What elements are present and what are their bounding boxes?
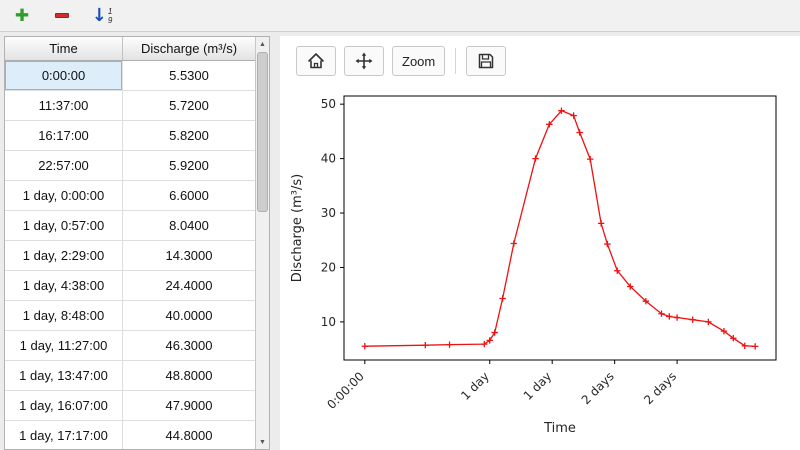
svg-text:10: 10 (321, 315, 336, 329)
discharge-cell[interactable]: 47.9000 (165, 398, 213, 413)
discharge-cell[interactable]: 44.8000 (165, 428, 213, 443)
time-cell[interactable]: 1 day, 13:47:00 (5, 361, 123, 390)
svg-text:Time: Time (543, 421, 576, 436)
svg-text:40: 40 (321, 152, 336, 166)
discharge-cell[interactable]: 8.0400 (169, 218, 209, 233)
zoom-button-label: Zoom (402, 53, 436, 69)
pan-icon (355, 52, 373, 70)
scrollbar-thumb[interactable] (257, 52, 268, 212)
time-cell[interactable]: 1 day, 2:29:00 (5, 241, 123, 270)
discharge-cell[interactable]: 48.8000 (165, 368, 213, 383)
table-row[interactable]: 1 day, 0:57:00 8.0400 (5, 211, 255, 241)
add-icon: ✚ (14, 5, 30, 26)
table-row[interactable]: 16:17:00 5.8200 (5, 121, 255, 151)
svg-text:1 day: 1 day (458, 369, 492, 403)
discharge-cell[interactable]: 24.4000 (165, 278, 213, 293)
svg-text:50: 50 (321, 97, 336, 111)
sort-ascending-button[interactable]: ↓ 1 9 (90, 4, 114, 28)
home-icon (308, 53, 324, 69)
table-row[interactable]: 1 day, 11:27:00 46.3000 (5, 331, 255, 361)
discharge-cell[interactable]: 5.8200 (169, 128, 209, 143)
table-row[interactable]: 1 day, 16:07:00 47.9000 (5, 391, 255, 421)
time-cell[interactable]: 1 day, 16:07:00 (5, 391, 123, 420)
discharge-cell[interactable]: 14.3000 (165, 248, 213, 263)
svg-text:1 day: 1 day (521, 369, 555, 403)
sort-digit-nine: 9 (107, 15, 113, 25)
svg-text:2 days: 2 days (641, 369, 679, 407)
svg-text:Discharge (m³/s): Discharge (m³/s) (290, 174, 305, 282)
remove-row-button[interactable] (50, 4, 74, 28)
add-row-button[interactable]: ✚ (10, 4, 34, 28)
svg-text:2 days: 2 days (579, 369, 617, 407)
toolbar-separator (455, 48, 457, 74)
time-cell[interactable]: 22:57:00 (5, 151, 123, 180)
zoom-button[interactable]: Zoom (392, 46, 446, 76)
table-row[interactable]: 22:57:00 5.9200 (5, 151, 255, 181)
pan-button[interactable] (344, 46, 384, 76)
svg-text:20: 20 (321, 260, 336, 274)
table-row[interactable]: 1 day, 4:38:00 24.4000 (5, 271, 255, 301)
discharge-chart[interactable]: 0:00:00 1 day 1 day 2 days 2 days 10 20 30 40 50 D… (286, 80, 794, 448)
svg-text:30: 30 (321, 206, 336, 220)
chart-toolbar: Zoom (280, 36, 800, 78)
discharge-cell[interactable]: 46.3000 (165, 338, 213, 353)
scroll-down-icon[interactable]: ▼ (259, 438, 266, 446)
save-figure-button[interactable] (466, 46, 507, 76)
column-header-time[interactable]: Time (5, 37, 123, 60)
table-row[interactable]: 11:37:00 5.7200 (5, 91, 255, 121)
time-cell[interactable]: 1 day, 8:48:00 (5, 301, 123, 330)
home-button[interactable] (296, 46, 336, 76)
save-icon (478, 53, 494, 69)
discharge-cell[interactable]: 6.6000 (169, 188, 209, 203)
time-cell[interactable]: 11:37:00 (5, 91, 123, 120)
table-row[interactable]: 1 day, 13:47:00 48.8000 (5, 361, 255, 391)
time-cell[interactable]: 0:00:00 (5, 61, 123, 90)
sort-digit-one: 1 (107, 6, 113, 16)
table-row[interactable]: 1 day, 8:48:00 40.0000 (5, 301, 255, 331)
discharge-cell[interactable]: 5.7200 (169, 98, 209, 113)
time-cell[interactable]: 1 day, 17:17:00 (5, 421, 123, 449)
table-row[interactable]: 1 day, 2:29:00 14.3000 (5, 241, 255, 271)
chart-panel: Zoom 0:00:00 1 day 1 day 2 days 2 days 10 20 30… (280, 36, 800, 450)
table-row[interactable]: 1 day, 0:00:00 6.6000 (5, 181, 255, 211)
sort-arrow-icon: ↓ (91, 4, 107, 26)
discharge-cell[interactable]: 40.0000 (165, 308, 213, 323)
time-cell[interactable]: 1 day, 0:57:00 (5, 211, 123, 240)
table-row[interactable]: 1 day, 17:17:00 44.8000 (5, 421, 255, 449)
table-header: Time Discharge (m³/s) (5, 37, 255, 61)
sort-numeric-icon: 1 9 (108, 7, 112, 25)
column-header-discharge[interactable]: Discharge (m³/s) (140, 41, 238, 56)
discharge-cell[interactable]: 5.9200 (169, 158, 209, 173)
time-cell[interactable]: 1 day, 11:27:00 (5, 331, 123, 360)
table-scrollbar[interactable]: ▲ ▼ (255, 37, 269, 449)
time-series-table-body: 0:00:00 5.5300 11:37:00 5.7200 16:17:00 5.820… (5, 61, 255, 449)
discharge-cell[interactable]: 5.5300 (169, 68, 209, 83)
time-cell[interactable]: 1 day, 0:00:00 (5, 181, 123, 210)
svg-text:0:00:00: 0:00:00 (324, 369, 367, 412)
table-row[interactable]: 0:00:00 5.5300 (5, 61, 255, 91)
time-cell[interactable]: 16:17:00 (5, 121, 123, 150)
scroll-up-icon[interactable]: ▲ (259, 40, 266, 48)
time-series-table: Time Discharge (m³/s) 0:00:00 5.5300 11:37… (4, 36, 270, 450)
time-cell[interactable]: 1 day, 4:38:00 (5, 271, 123, 300)
main-toolbar: ✚ ↓ 1 9 (0, 0, 800, 32)
remove-icon (55, 13, 69, 18)
